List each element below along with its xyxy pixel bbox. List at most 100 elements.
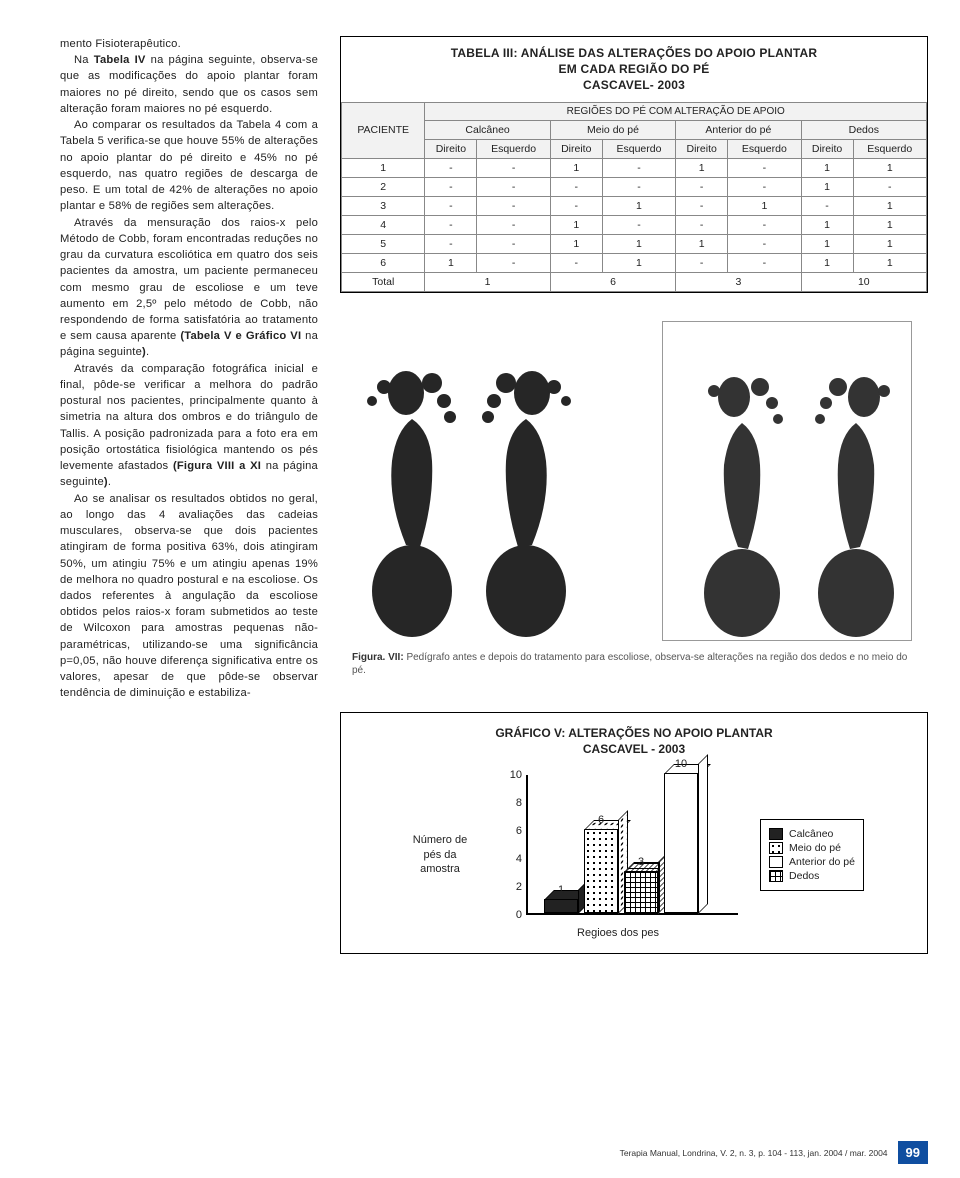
td-value: 1	[550, 215, 602, 234]
td-value: -	[425, 158, 477, 177]
td-value: 1	[602, 253, 675, 272]
ytick: 4	[498, 853, 522, 865]
footprints-row	[352, 321, 916, 641]
y-axis	[526, 775, 528, 915]
text: GRÁFICO V: ALTERAÇÕES NO APOIO PLANTAR	[495, 726, 772, 740]
td-value: -	[728, 234, 801, 253]
text: TABELA III: ANÁLISE DAS ALTERAÇÕES DO AP…	[451, 46, 817, 60]
td-value: -	[477, 234, 550, 253]
td-value: 1	[728, 196, 801, 215]
td-paciente: 6	[342, 253, 425, 272]
th-side: Direito	[801, 139, 853, 158]
td-value: -	[602, 158, 675, 177]
td-value: -	[676, 177, 728, 196]
td-value: 1	[801, 158, 853, 177]
chart-legend: CalcâneoMeio do péAnterior do péDedos	[760, 819, 864, 891]
td-value: 1	[550, 234, 602, 253]
th-side: Direito	[550, 139, 602, 158]
legend-item: Dedos	[769, 870, 855, 882]
chart-bar: 3	[624, 871, 658, 913]
table-row: 4--1---11	[342, 215, 927, 234]
td-total: 3	[676, 272, 801, 291]
table-row-total: Total16310	[342, 272, 927, 291]
chart-bar: 10	[664, 773, 698, 913]
td-value: -	[853, 177, 926, 196]
td-value: -	[676, 253, 728, 272]
th-side: Direito	[425, 139, 477, 158]
td-value: 1	[853, 253, 926, 272]
td-value: -	[477, 215, 550, 234]
text: Na	[74, 54, 94, 66]
th-paciente: PACIENTE	[342, 102, 425, 158]
text: CASCAVEL - 2003	[583, 742, 685, 756]
figure-7-caption: Figura. VII: Pedígrafo antes e depois do…	[352, 651, 916, 678]
td-value: -	[477, 177, 550, 196]
legend-item: Meio do pé	[769, 842, 855, 854]
td-value: 1	[550, 158, 602, 177]
td-paciente: 2	[342, 177, 425, 196]
td-value: -	[550, 196, 602, 215]
td-value: -	[801, 196, 853, 215]
td-value: 1	[801, 234, 853, 253]
ytick: 0	[498, 909, 522, 921]
footprint-left	[688, 341, 796, 641]
ytick: 6	[498, 825, 522, 837]
td-value: -	[676, 196, 728, 215]
text: EM CADA REGIÃO DO PÉ	[559, 62, 710, 76]
text: amostra	[420, 863, 460, 875]
td-total: 1	[425, 272, 550, 291]
th-side: Esquerdo	[728, 139, 801, 158]
th-side: Direito	[676, 139, 728, 158]
table-3: PACIENTE REGIÕES DO PÉ COM ALTERAÇÃO DE …	[341, 102, 927, 292]
td-value: 1	[425, 253, 477, 272]
text: pés da	[424, 849, 457, 861]
th-side: Esquerdo	[853, 139, 926, 158]
chart-5-title: GRÁFICO V: ALTERAÇÕES NO APOIO PLANTAR C…	[351, 725, 917, 775]
footprint-after-pair	[688, 341, 910, 641]
td-value: 1	[853, 234, 926, 253]
td-paciente: 1	[342, 158, 425, 177]
footprint-left	[358, 341, 466, 641]
chart-bar: 6	[584, 829, 618, 913]
paragraph: Através da comparação fotográfica inicia…	[60, 361, 318, 491]
legend-item: Calcâneo	[769, 828, 855, 840]
ytick: 8	[498, 797, 522, 809]
legend-swatch	[769, 828, 783, 840]
td-value: 1	[602, 196, 675, 215]
table-row: 5--111-11	[342, 234, 927, 253]
td-total-label: Total	[342, 272, 425, 291]
legend-label: Meio do pé	[789, 842, 841, 854]
th-region: Anterior do pé	[676, 120, 801, 139]
legend-label: Dedos	[789, 870, 819, 882]
legend-label: Calcâneo	[789, 828, 833, 840]
th-region: Meio do pé	[550, 120, 675, 139]
figures-column: TABELA III: ANÁLISE DAS ALTERAÇÕES DO AP…	[340, 36, 928, 954]
th-region: Calcâneo	[425, 120, 550, 139]
caption-label: Figura. VII:	[352, 652, 404, 663]
td-value: 1	[676, 158, 728, 177]
page-footer: Terapia Manual, Londrina, V. 2, n. 3, p.…	[620, 1141, 928, 1164]
td-value: 1	[801, 253, 853, 272]
td-value: -	[425, 196, 477, 215]
table-3-title: TABELA III: ANÁLISE DAS ALTERAÇÕES DO AP…	[341, 45, 927, 102]
legend-swatch	[769, 870, 783, 882]
th-side: Esquerdo	[477, 139, 550, 158]
footprint-before-pair	[358, 341, 580, 641]
ytick: 2	[498, 881, 522, 893]
td-value: 1	[853, 158, 926, 177]
footprint-right	[802, 341, 910, 641]
chart-5-box: GRÁFICO V: ALTERAÇÕES NO APOIO PLANTAR C…	[340, 712, 928, 954]
x-axis	[526, 913, 738, 915]
td-value: -	[550, 253, 602, 272]
td-value: -	[425, 234, 477, 253]
td-value: 1	[602, 234, 675, 253]
text: Número de	[413, 834, 467, 846]
td-value: -	[425, 177, 477, 196]
td-value: 1	[801, 215, 853, 234]
page-number: 99	[898, 1141, 928, 1164]
text: CASCAVEL- 2003	[583, 78, 685, 92]
td-total: 6	[550, 272, 675, 291]
td-value: 1	[853, 196, 926, 215]
text: Através da mensuração dos raios-x pelo M…	[60, 217, 318, 343]
paragraph: Através da mensuração dos raios-x pelo M…	[60, 215, 318, 361]
